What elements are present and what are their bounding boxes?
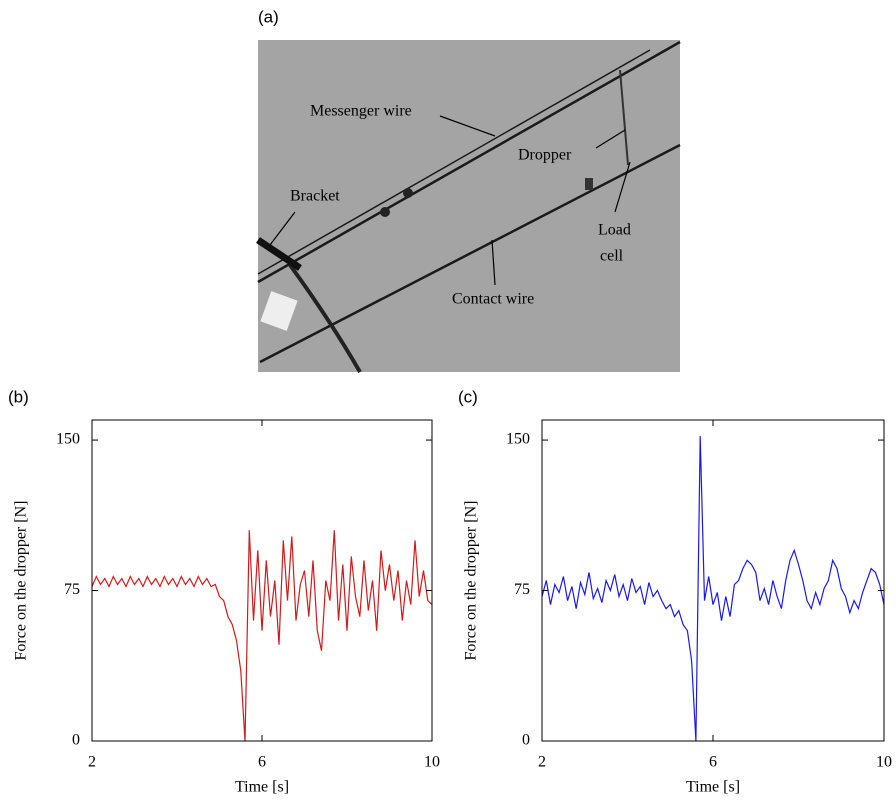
x-axis-label: Time [s] [686, 779, 740, 796]
photo-label: Contact wire [452, 291, 534, 308]
x-tick-label: 10 [424, 754, 440, 771]
y-tick-label: 0 [522, 732, 530, 749]
plot-frame [541, 419, 885, 742]
y-tick-label: 0 [72, 732, 80, 749]
photo-label: cell [600, 248, 624, 265]
x-tick-label: 2 [538, 754, 546, 771]
y-tick-label: 75 [514, 581, 530, 598]
y-axis-label: Force on the dropper [N] [13, 501, 30, 661]
panel-label: (a) [258, 7, 279, 26]
photo-label: Messenger wire [310, 103, 412, 120]
x-tick-label: 6 [258, 754, 266, 771]
panel-label: (b) [8, 387, 29, 406]
y-tick-label: 150 [56, 431, 80, 448]
x-tick-label: 6 [709, 754, 717, 771]
x-tick-label: 2 [88, 754, 96, 771]
photo-label: Bracket [290, 188, 340, 205]
x-tick-label: 10 [876, 754, 892, 771]
y-tick-label: 75 [64, 581, 80, 598]
plot-frame [91, 419, 433, 742]
photo-label: Load [598, 222, 631, 239]
photo-label: Dropper [518, 147, 572, 164]
data-line [541, 436, 885, 742]
photo: Messenger wire Dropper Bracket Load cell… [256, 40, 681, 373]
y-tick-label: 150 [506, 431, 530, 448]
y-axis-label: Force on the dropper [N] [463, 501, 480, 661]
panel-label: (c) [458, 387, 478, 406]
x-axis-label: Time [s] [235, 779, 289, 796]
data-line [91, 530, 433, 742]
